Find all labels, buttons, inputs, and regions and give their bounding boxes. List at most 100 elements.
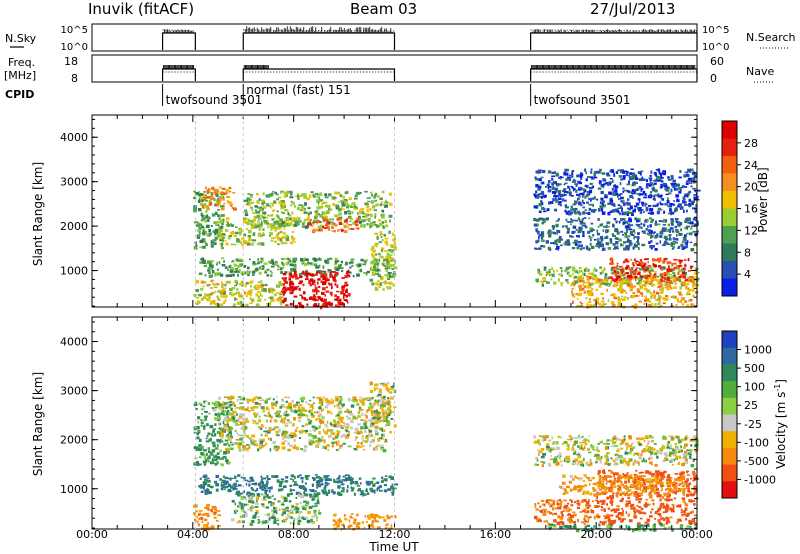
velocity-cell xyxy=(250,492,254,497)
power-cell xyxy=(659,235,663,238)
power-cell xyxy=(366,223,369,226)
power-cell xyxy=(686,304,690,308)
power-cell xyxy=(335,298,339,301)
power-cell xyxy=(349,204,353,207)
power-cell xyxy=(271,258,274,261)
power-cell xyxy=(297,220,301,223)
velocity-cell xyxy=(338,419,340,422)
velocity-cell xyxy=(381,429,384,432)
velocity-cell xyxy=(287,442,290,446)
power-cell xyxy=(621,271,624,274)
power-cell xyxy=(553,195,557,198)
power-cell xyxy=(262,228,265,231)
power-cell xyxy=(646,277,650,280)
power-cell xyxy=(371,222,373,225)
power-cell xyxy=(245,218,249,220)
power-cell xyxy=(646,289,651,293)
velocity-cell xyxy=(308,399,312,402)
power-cell xyxy=(546,217,549,220)
power-cell xyxy=(345,294,348,298)
velocity-cell xyxy=(325,400,330,404)
velocity-cell xyxy=(277,413,280,416)
power-cell xyxy=(534,176,537,179)
power-cell xyxy=(195,244,198,247)
velocity-cell xyxy=(392,490,395,493)
velocity-cell xyxy=(290,516,294,519)
power-cell xyxy=(240,280,244,284)
power-cell xyxy=(312,222,315,225)
velocity-cell xyxy=(240,406,243,410)
power-cell xyxy=(653,271,657,273)
power-cell xyxy=(651,279,655,282)
power-cell xyxy=(597,300,599,305)
power-cell xyxy=(682,267,686,271)
velocity-cell xyxy=(202,475,207,478)
power-cell xyxy=(322,280,325,284)
velocity-cell xyxy=(298,419,301,423)
power-cell xyxy=(373,250,376,253)
power-cell xyxy=(627,240,632,243)
power-cell xyxy=(256,193,259,196)
velocity-cell xyxy=(380,395,382,399)
power-cell xyxy=(314,215,318,220)
power-cell xyxy=(317,257,322,261)
velocity-cell xyxy=(377,438,380,441)
power-cell xyxy=(200,297,204,301)
power-cell xyxy=(628,242,631,246)
power-cell xyxy=(553,181,556,183)
velocity-cell xyxy=(243,429,246,433)
velocity-cell xyxy=(269,517,271,521)
power-cell xyxy=(672,185,675,188)
velocity-cell xyxy=(246,398,251,402)
velocity-cell xyxy=(342,442,346,445)
power-cell xyxy=(634,277,637,282)
power-cell xyxy=(540,202,544,206)
power-cell xyxy=(657,207,662,210)
velocity-cell xyxy=(226,410,230,414)
power-cell xyxy=(548,269,551,271)
power-cell xyxy=(337,299,341,303)
power-cell xyxy=(289,291,293,295)
power-cell xyxy=(616,265,619,268)
power-cell xyxy=(307,215,310,218)
velocity-cell xyxy=(344,423,348,425)
velocity-cell xyxy=(235,439,240,441)
power-cell xyxy=(555,189,557,193)
power-cell xyxy=(304,298,308,301)
power-cell xyxy=(220,246,223,249)
power-cell xyxy=(251,223,253,226)
power-cell xyxy=(568,266,571,269)
power-cell xyxy=(665,219,668,223)
velocity-cell xyxy=(242,490,246,493)
power-cell xyxy=(356,273,360,277)
power-cell xyxy=(669,210,673,213)
velocity-cell xyxy=(257,396,262,399)
velocity-cell xyxy=(204,400,208,402)
power-cell xyxy=(372,271,375,275)
power-cell xyxy=(346,270,350,274)
power-cell xyxy=(663,274,666,277)
power-cell xyxy=(598,302,602,306)
power-cell xyxy=(331,226,334,229)
velocity-cell xyxy=(214,413,218,416)
power-cell xyxy=(533,205,538,209)
power-cell xyxy=(575,271,579,273)
power-cell xyxy=(591,276,596,280)
power-cell xyxy=(613,218,617,221)
power-cell xyxy=(660,203,664,206)
velocity-cell xyxy=(204,418,207,421)
power-cell xyxy=(642,231,646,234)
power-cell xyxy=(620,193,623,195)
power-cell xyxy=(595,297,600,301)
velocity-cell xyxy=(308,489,311,491)
power-cell xyxy=(582,202,585,205)
power-cell xyxy=(379,282,382,286)
velocity-cell xyxy=(366,438,369,442)
velocity-cell xyxy=(369,418,374,422)
power-cell xyxy=(211,192,213,196)
velocity-cell xyxy=(223,451,227,454)
power-cell xyxy=(321,300,325,303)
power-cell xyxy=(620,205,623,209)
velocity-cell xyxy=(308,493,311,496)
power-cell xyxy=(653,171,657,174)
